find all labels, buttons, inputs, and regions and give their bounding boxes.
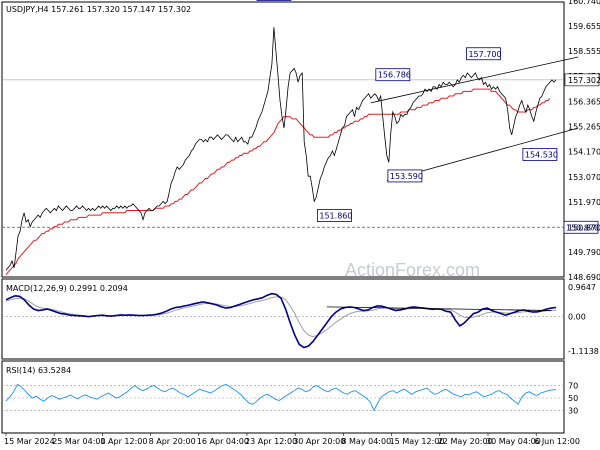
x-axis-label: 6 Jun 12:00 [534, 437, 580, 446]
price-y-tick: 157.302 [568, 76, 600, 85]
price-line [5, 27, 557, 271]
annotation-157-700: 157.700 [466, 47, 502, 61]
grid-lines [2, 79, 564, 228]
x-axis-label: 1 Apr 12:00 [100, 437, 147, 446]
annotation-labels: 160.200157.700156.786154.530153.590151.8… [256, 0, 599, 234]
x-axis-label: 30 Apr 20:00 [293, 437, 345, 446]
price-y-tick: 153.070 [568, 173, 600, 182]
price-y-tick: 156.365 [568, 97, 600, 106]
annotation-box [387, 169, 423, 183]
macd-main-line [5, 292, 557, 349]
x-axis-label: 22 May 20:00 [438, 437, 493, 446]
annotation-box [522, 147, 558, 161]
price-y-tick: 148.690 [568, 273, 600, 282]
price-y-tick: 158.555 [568, 47, 600, 56]
macd-panel-frame [1, 278, 565, 360]
rsi-line [5, 383, 557, 412]
x-axis-label: 8 Apr 20:00 [149, 437, 196, 446]
x-axis-label: 23 Apr 12:00 [245, 437, 297, 446]
rsi-y-tick: 70 [568, 382, 578, 391]
annotation-153-590: 153.590 [387, 169, 423, 183]
annotation-box [466, 47, 501, 61]
annotation-label: 156.786 [378, 71, 411, 80]
current-price-badge [564, 73, 600, 87]
annotation-151-860: 151.860 [316, 209, 352, 222]
watermark: ActionForex.com [345, 260, 480, 280]
price-title: USDJPY,H4 157.261 157.320 157.147 157.30… [6, 5, 191, 14]
annotation-label: 157.700 [468, 50, 501, 59]
x-axis-label: 16 Apr 04:00 [197, 437, 249, 446]
annotation-150-870: 150.870 [563, 220, 599, 234]
macd-trendline [326, 306, 552, 311]
rsi-panel-frame [1, 360, 565, 434]
annotation-label: 150.870 [566, 223, 599, 232]
annotation-box [316, 209, 352, 222]
rsi-y-tick: 30 [568, 406, 578, 415]
macd-y-tick: 0.00 [568, 313, 586, 322]
price-y-tick: 149.790 [568, 248, 600, 257]
rsi-y-tick: 50 [568, 394, 578, 403]
price-y-tick: 150.870 [568, 223, 600, 232]
channel-upper-line [370, 56, 579, 104]
macd-y-tick: 0.9647 [568, 283, 596, 292]
price-series-group [5, 27, 557, 276]
macd-series-group [2, 292, 564, 349]
annotation-154-530: 154.530 [522, 147, 558, 161]
x-axis-label: 25 Mar 04:00 [52, 437, 105, 446]
annotation-label: 151.860 [319, 212, 352, 221]
annotation-156-786: 156.786 [375, 68, 411, 82]
macd-title: MACD(12,26,9) 0.2991 0.2094 [6, 284, 128, 293]
moving-average-line [5, 88, 551, 276]
x-axis-label: 15 Mar 2024 [4, 437, 55, 446]
price-y-tick: 160.740 [568, 0, 600, 6]
rsi-title: RSI(14) 63.5284 [6, 366, 71, 375]
rsi-series-group [2, 383, 564, 412]
price-y-tick: 154.170 [568, 148, 600, 157]
y-axis-labels: 160.740159.655158.555157.470157.302156.3… [564, 0, 600, 415]
price-y-tick: 159.655 [568, 22, 600, 31]
price-y-tick: 151.970 [568, 198, 600, 207]
annotation-box [375, 68, 411, 82]
price-panel-frame [1, 1, 565, 278]
annotation-box [563, 220, 599, 234]
x-axis-label: 8 May 04:00 [341, 437, 391, 446]
annotation-label: 153.590 [390, 172, 423, 181]
x-axis-label: 15 May 12:00 [390, 437, 445, 446]
price-y-tick: 155.265 [568, 123, 600, 132]
annotation-label: 154.530 [525, 150, 558, 159]
macd-y-tick: -1.1138 [568, 347, 599, 356]
x-axis-label: 30 May 04:00 [486, 437, 541, 446]
